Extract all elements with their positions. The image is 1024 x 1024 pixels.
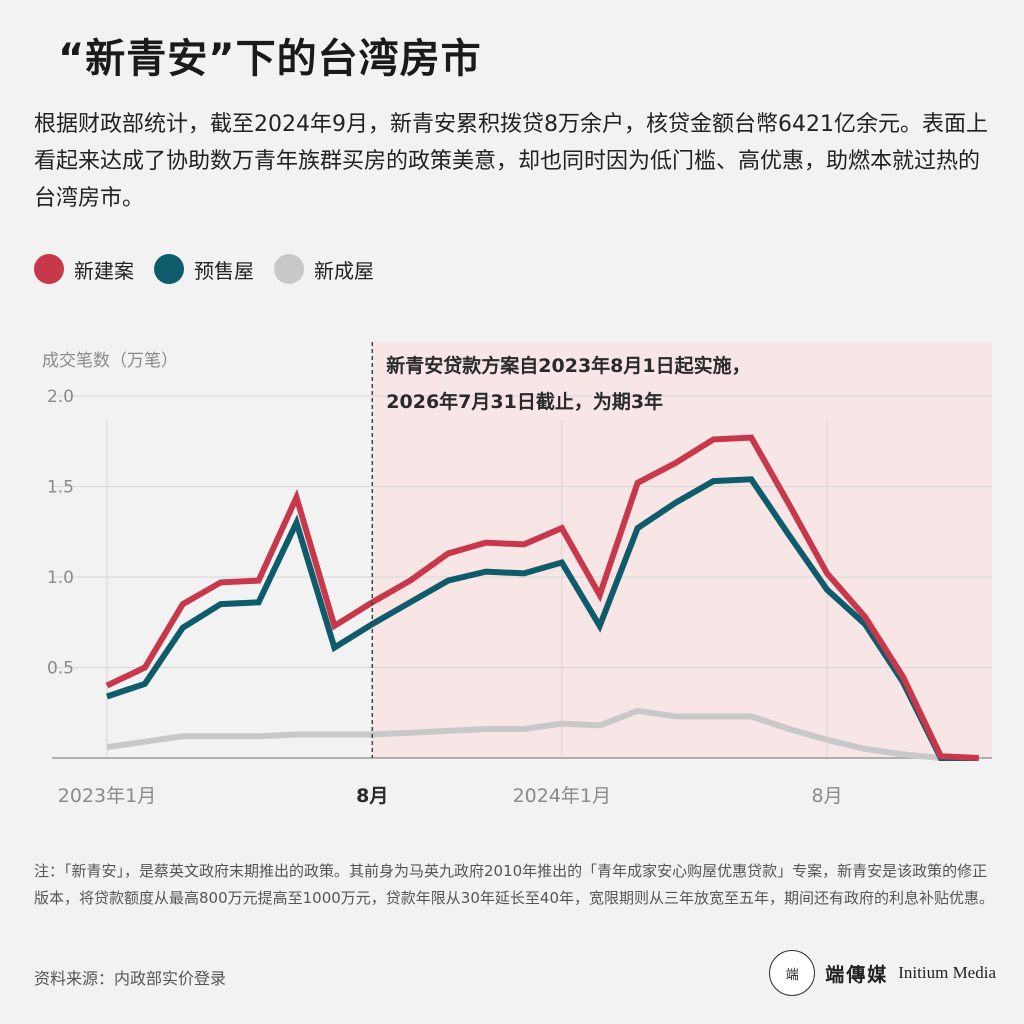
x-tick-label: 2023年1月 — [58, 785, 156, 807]
policy-annotation: 新青安贷款方案自2023年8月1日起实施， — [386, 354, 750, 377]
legend-item-new-build: 新建案 — [34, 254, 134, 284]
y-tick-label: 2.0 — [47, 387, 74, 407]
legend-swatch — [34, 254, 64, 284]
x-tick-label: 2024年1月 — [513, 785, 611, 807]
y-tick-label: 0.5 — [47, 659, 74, 679]
x-tick-label: 8月 — [356, 785, 388, 807]
legend-label: 新建案 — [74, 258, 134, 283]
line-chart: 0.5 1.0 1.5 2.0 成交笔数（万笔） 2023年1月 8月 2024年1月 8月 新青… — [42, 342, 992, 807]
brand-logo-icon: 端 — [769, 950, 816, 996]
legend-swatch — [274, 254, 304, 284]
policy-period-highlight — [372, 342, 992, 758]
chart-legend: 新建案 预售屋 新成屋 — [34, 254, 374, 284]
series-line — [106, 476, 979, 761]
brand: 端 端傳媒 Initium Media — [769, 950, 996, 996]
page-title: “新青安”下的台湾房市 — [58, 36, 482, 82]
subtitle: 根据财政部统计，截至2024年9月，新青安累积拨贷8万余户，核贷金额台幣6421… — [34, 112, 988, 211]
y-tick-label: 1.5 — [47, 478, 74, 498]
legend-label: 新成屋 — [314, 258, 374, 283]
footnote: 注：「新青安」，是蔡英文政府末期推出的政策。其前身为马英九政府2010年推出的「… — [34, 862, 994, 907]
data-source: 资料来源：内政部实价登录 — [34, 969, 227, 988]
legend-label: 预售屋 — [194, 258, 254, 283]
legend-swatch — [154, 254, 184, 284]
brand-name-cn: 端傳媒 — [825, 963, 889, 986]
series-line — [105, 434, 979, 761]
legend-item-completed: 新成屋 — [274, 254, 374, 284]
y-axis-label: 成交笔数（万笔） — [42, 351, 178, 371]
legend-item-presale: 预售屋 — [154, 254, 254, 284]
series-line — [106, 707, 942, 761]
brand-name-en: Initium Media — [898, 963, 996, 982]
x-tick-label: 8月 — [812, 785, 843, 807]
y-tick-label: 1.0 — [47, 568, 74, 588]
policy-annotation: 2026年7月31日截止，为期3年 — [386, 390, 663, 413]
